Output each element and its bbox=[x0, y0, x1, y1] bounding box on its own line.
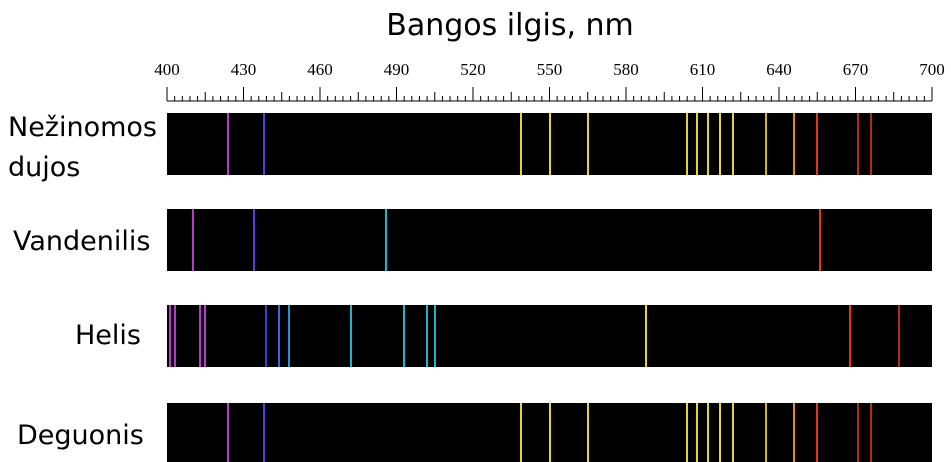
spectral-line bbox=[520, 113, 523, 175]
row-label-line-1: Nežinomos bbox=[8, 112, 158, 143]
tick-label: 580 bbox=[613, 60, 639, 79]
tick-label: 700 bbox=[919, 60, 945, 79]
spectral-line bbox=[173, 305, 176, 367]
row-label-hydrogen: Vandenilis bbox=[13, 222, 150, 262]
spectral-line bbox=[696, 403, 699, 462]
spectral-line bbox=[732, 113, 735, 175]
spectral-line bbox=[262, 403, 265, 462]
row-label-helium: Helis bbox=[75, 316, 141, 356]
spectral-line bbox=[191, 209, 194, 271]
spectral-line bbox=[426, 305, 429, 367]
tick-label: 460 bbox=[307, 60, 333, 79]
spectral-line bbox=[227, 113, 230, 175]
spectral-line bbox=[168, 305, 171, 367]
tick-label: 400 bbox=[154, 60, 180, 79]
wavelength-ruler bbox=[166, 87, 933, 102]
spectral-line bbox=[706, 113, 709, 175]
spectral-line bbox=[403, 305, 406, 367]
spectral-line bbox=[719, 113, 722, 175]
row-label-line-2: dujos bbox=[8, 152, 81, 183]
row-label-line-1: Vandenilis bbox=[13, 226, 151, 257]
spectrum-oxygen bbox=[167, 403, 932, 462]
spectral-line bbox=[204, 305, 207, 367]
axis-title: Bangos ilgis, nm bbox=[386, 8, 634, 43]
spectral-line bbox=[645, 305, 648, 367]
tick-label: 670 bbox=[842, 60, 869, 79]
spectral-line bbox=[732, 403, 735, 462]
spectral-line bbox=[793, 113, 796, 175]
spectrum-unknown-gas bbox=[167, 113, 932, 175]
spectral-line bbox=[548, 403, 551, 462]
row-label-line-1: Helis bbox=[75, 320, 141, 351]
spectrum-helium bbox=[167, 305, 932, 367]
spectral-line bbox=[586, 113, 589, 175]
spectral-line bbox=[869, 113, 872, 175]
spectral-line bbox=[433, 305, 436, 367]
spectral-line bbox=[227, 403, 230, 462]
spectral-line bbox=[288, 305, 291, 367]
spectral-line bbox=[765, 403, 768, 462]
spectral-line bbox=[897, 305, 900, 367]
tick-label: 610 bbox=[689, 60, 716, 79]
spectral-line bbox=[857, 403, 860, 462]
spectral-line bbox=[849, 305, 852, 367]
tick-label: 430 bbox=[230, 60, 257, 79]
spectral-line bbox=[818, 209, 821, 271]
spectral-line bbox=[520, 403, 523, 462]
spectral-line bbox=[385, 209, 388, 271]
spectral-line bbox=[706, 403, 709, 462]
spectral-line bbox=[816, 113, 819, 175]
spectral-line bbox=[262, 113, 265, 175]
tick-label: 490 bbox=[383, 60, 410, 79]
spectral-line bbox=[719, 403, 722, 462]
row-label-oxygen: Deguonis bbox=[17, 416, 144, 456]
spectral-line bbox=[869, 403, 872, 462]
spectral-line bbox=[696, 113, 699, 175]
spectral-line bbox=[252, 209, 255, 271]
spectral-line bbox=[278, 305, 281, 367]
tick-label: 640 bbox=[766, 60, 792, 79]
spectral-line bbox=[548, 113, 551, 175]
spectral-line bbox=[586, 403, 589, 462]
row-label-unknown-gas: Nežinomos dujos bbox=[8, 108, 157, 188]
spectral-line bbox=[857, 113, 860, 175]
spectral-line bbox=[686, 113, 689, 175]
spectral-line bbox=[349, 305, 352, 367]
spectral-line bbox=[265, 305, 268, 367]
spectral-line bbox=[686, 403, 689, 462]
row-label-line-1: Deguonis bbox=[17, 420, 144, 451]
spectrum-hydrogen bbox=[167, 209, 932, 271]
tick-label: 520 bbox=[460, 60, 486, 79]
spectral-line bbox=[816, 403, 819, 462]
spectral-line bbox=[765, 113, 768, 175]
spectral-line bbox=[793, 403, 796, 462]
spectral-line bbox=[199, 305, 202, 367]
tick-label: 550 bbox=[536, 60, 563, 79]
